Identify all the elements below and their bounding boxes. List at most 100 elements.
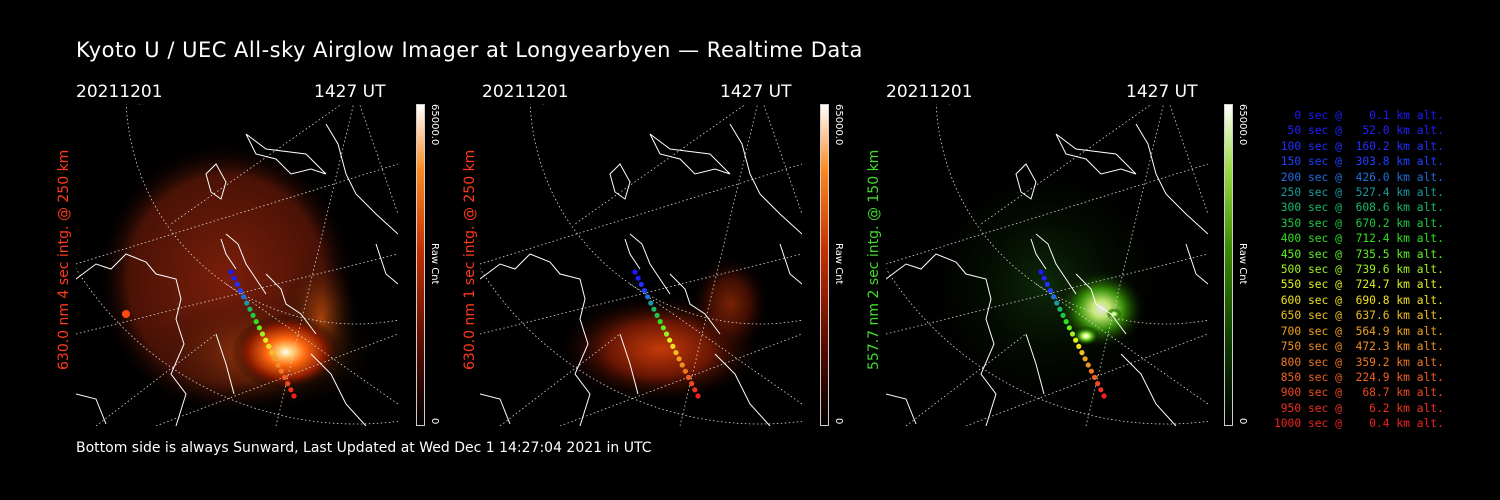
satellite-time-altitude-legend: 0 sec @ 0.1 km alt. 50 sec @ 52.0 km alt… bbox=[1268, 108, 1444, 432]
panel-1-colorbar bbox=[416, 104, 425, 426]
track-dot bbox=[651, 306, 657, 312]
panel-1-colorbar-min: 0 bbox=[429, 418, 440, 425]
panel-1-map bbox=[76, 104, 398, 426]
legend-row: 600 sec @ 690.8 km alt. bbox=[1273, 293, 1444, 307]
panel-1-wavelength-label: 630.0 nm 4 sec intg. @ 250 km bbox=[56, 149, 72, 370]
track-dot bbox=[231, 275, 237, 281]
legend-row: 0 sec @ 0.1 km alt. bbox=[1273, 109, 1444, 122]
track-dot bbox=[259, 331, 266, 337]
track-dot bbox=[291, 393, 297, 399]
legend-row: 700 sec @ 564.9 km alt. bbox=[1273, 324, 1444, 338]
panel-2-satellite-track bbox=[632, 269, 701, 399]
track-dot bbox=[256, 325, 262, 331]
legend-row: 650 sec @ 637.6 km alt. bbox=[1273, 309, 1444, 323]
track-dot bbox=[1044, 281, 1050, 287]
panel-3-colorbar-max: 65000.0 bbox=[1237, 104, 1248, 146]
panel-2-colorbar-min: 0 bbox=[833, 418, 844, 425]
legend-row: 150 sec @ 303.8 km alt. bbox=[1273, 155, 1444, 169]
track-dot bbox=[638, 281, 644, 287]
track-dot bbox=[660, 325, 666, 331]
panel-2-image bbox=[480, 104, 802, 426]
track-dot bbox=[676, 356, 682, 362]
legend-row: 300 sec @ 608.6 km alt. bbox=[1273, 201, 1444, 215]
track-dot bbox=[285, 381, 291, 387]
track-dot bbox=[657, 319, 663, 325]
track-dot bbox=[641, 288, 648, 294]
track-dot bbox=[1066, 325, 1072, 331]
panel-3-satellite-track bbox=[1038, 269, 1107, 399]
legend-row: 850 sec @ 224.9 km alt. bbox=[1273, 370, 1444, 384]
track-dot bbox=[244, 300, 250, 306]
track-dot bbox=[635, 275, 641, 281]
panel-3-colorbar-min: 0 bbox=[1237, 418, 1248, 425]
track-dot bbox=[682, 368, 688, 374]
legend-row: 50 sec @ 52.0 km alt. bbox=[1273, 124, 1444, 138]
track-dot bbox=[266, 343, 272, 349]
track-dot bbox=[663, 331, 670, 337]
track-dot bbox=[234, 281, 240, 287]
track-dot bbox=[667, 337, 673, 343]
track-dot bbox=[1076, 343, 1082, 349]
track-dot bbox=[269, 350, 275, 356]
track-dot bbox=[679, 362, 685, 368]
legend-row: 400 sec @ 712.4 km alt. bbox=[1273, 232, 1444, 246]
track-dot bbox=[1051, 294, 1057, 300]
track-dot bbox=[1082, 356, 1088, 362]
panel-2-wavelength-label: 630.0 nm 1 sec intg. @ 250 km bbox=[462, 149, 478, 370]
panel-1-time: 1427 UT bbox=[314, 82, 386, 102]
panel-3-date: 20211201 bbox=[886, 82, 973, 102]
panel-3-colorbar-unit: Raw Cnt bbox=[1237, 243, 1248, 285]
track-dot bbox=[648, 300, 654, 306]
track-dot bbox=[1091, 374, 1098, 380]
panel-3-image bbox=[886, 104, 1208, 426]
track-dot bbox=[673, 350, 679, 356]
legend-row: 450 sec @ 735.5 km alt. bbox=[1273, 247, 1444, 261]
track-dot bbox=[263, 337, 269, 343]
track-dot bbox=[1038, 269, 1044, 275]
track-dot bbox=[632, 269, 638, 275]
track-dot bbox=[228, 269, 234, 275]
footer-note: Bottom side is always Sunward, Last Upda… bbox=[76, 440, 652, 456]
track-dot bbox=[1088, 368, 1094, 374]
track-dot bbox=[1085, 362, 1091, 368]
track-dot bbox=[692, 387, 698, 393]
legend-row: 1000 sec @ 0.4 km alt. bbox=[1273, 417, 1444, 431]
track-dot bbox=[1095, 381, 1101, 387]
legend-row: 750 sec @ 472.3 km alt. bbox=[1273, 340, 1444, 354]
legend-row: 100 sec @ 160.2 km alt. bbox=[1273, 139, 1444, 153]
track-dot bbox=[689, 381, 695, 387]
panel-2-date: 20211201 bbox=[482, 82, 569, 102]
track-dot bbox=[237, 288, 244, 294]
track-dot bbox=[670, 343, 676, 349]
legend-row: 350 sec @ 670.2 km alt. bbox=[1273, 216, 1444, 230]
legend-row: 550 sec @ 724.7 km alt. bbox=[1273, 278, 1444, 292]
track-dot bbox=[685, 374, 692, 380]
panel-3-map bbox=[886, 104, 1208, 426]
track-dot bbox=[1063, 319, 1069, 325]
track-dot bbox=[247, 306, 253, 312]
legend-row: 500 sec @ 739.6 km alt. bbox=[1273, 263, 1444, 277]
track-dot bbox=[1060, 312, 1066, 318]
track-dot bbox=[1041, 275, 1047, 281]
track-dot bbox=[1079, 350, 1085, 356]
legend-row: 800 sec @ 359.2 km alt. bbox=[1273, 355, 1444, 369]
track-dot bbox=[695, 393, 701, 399]
panel-2-colorbar-unit: Raw Cnt bbox=[833, 243, 844, 285]
track-dot bbox=[1069, 331, 1076, 337]
legend-row: 900 sec @ 68.7 km alt. bbox=[1273, 386, 1444, 400]
panel-3-colorbar bbox=[1224, 104, 1233, 426]
panel-2-colorbar-max: 65000.0 bbox=[833, 104, 844, 146]
page-title: Kyoto U / UEC All-sky Airglow Imager at … bbox=[76, 38, 863, 62]
track-dot bbox=[288, 387, 294, 393]
track-dot bbox=[1073, 337, 1079, 343]
panel-1-colorbar-max: 65000.0 bbox=[429, 104, 440, 146]
track-dot bbox=[1047, 288, 1054, 294]
track-dot bbox=[645, 294, 651, 300]
track-dot bbox=[278, 368, 284, 374]
legend-row: 200 sec @ 426.0 km alt. bbox=[1273, 170, 1444, 184]
panel-1-satellite-track bbox=[228, 269, 297, 399]
legend-row: 950 sec @ 6.2 km alt. bbox=[1273, 401, 1444, 415]
track-dot bbox=[253, 319, 259, 325]
track-dot bbox=[281, 374, 288, 380]
panel-1-image bbox=[76, 104, 398, 426]
